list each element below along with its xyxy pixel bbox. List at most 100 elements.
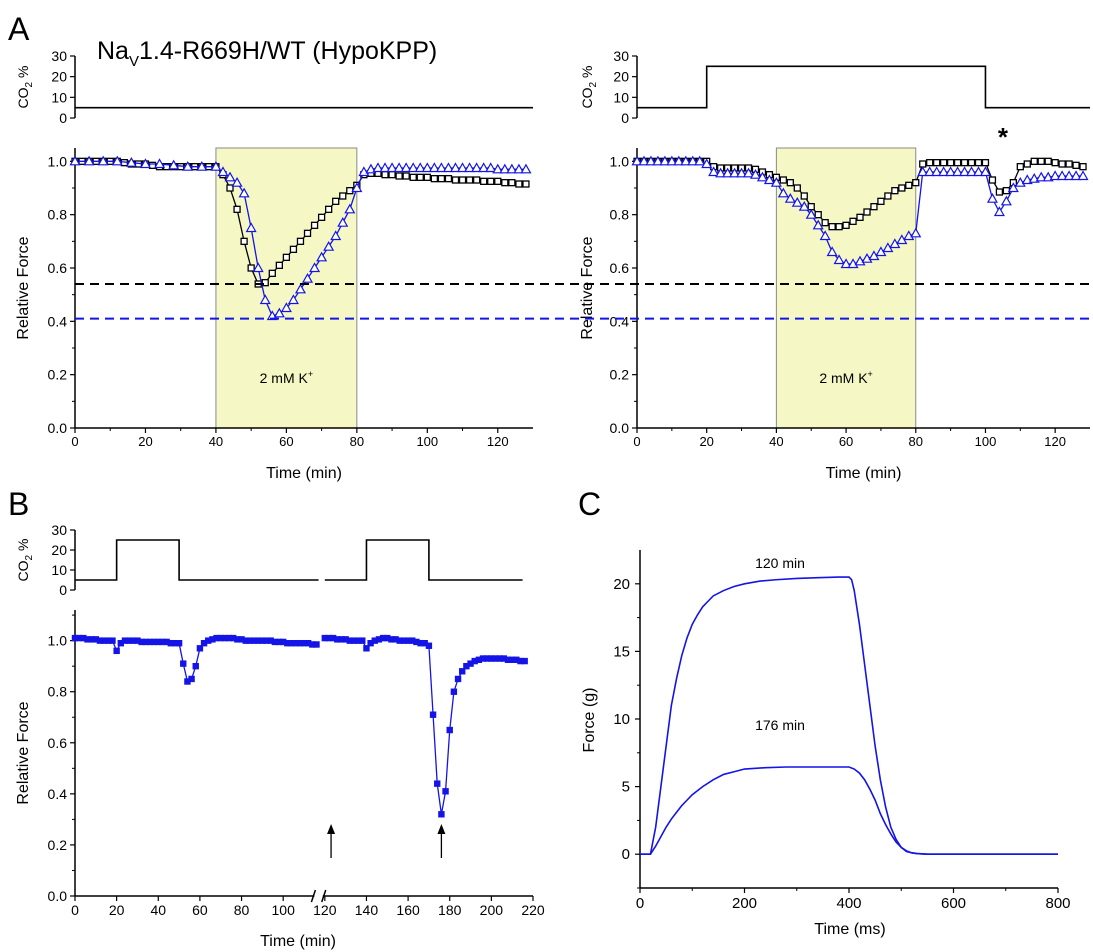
- data-point: [434, 780, 441, 787]
- data-point: [430, 175, 439, 183]
- x-tick-label: 40: [150, 902, 166, 918]
- data-point: [438, 811, 445, 818]
- data-point: [255, 637, 262, 644]
- data-point: [296, 639, 304, 647]
- co2-trace: [637, 65, 1090, 109]
- data-point: [292, 639, 299, 647]
- co2-y-tick-label: 30: [51, 48, 67, 64]
- low-potassium-label: 2 mM K+: [819, 369, 873, 386]
- data-point: [100, 637, 108, 644]
- data-point: [404, 637, 412, 644]
- data-point: [478, 162, 490, 173]
- data-point: [471, 162, 483, 173]
- data-point: [924, 166, 936, 177]
- data-point: [437, 175, 446, 183]
- data-point: [779, 176, 788, 184]
- data-point: [288, 639, 295, 647]
- x-tick-label: 200: [732, 895, 757, 912]
- co2-y-tick-label: 20: [613, 69, 629, 85]
- data-point: [111, 155, 123, 166]
- data-point: [500, 655, 508, 662]
- y-tick-label: 10: [613, 711, 630, 728]
- y-tick-label: 20: [613, 576, 630, 593]
- data-point: [807, 203, 815, 211]
- data-point: [231, 176, 243, 187]
- data-point: [459, 668, 466, 675]
- data-point: [379, 634, 387, 642]
- force-trace-0: [640, 576, 1058, 856]
- data-point: [242, 637, 249, 644]
- data-point: [479, 655, 487, 662]
- panel-b: 0 10 20 30 CO2 % 0 20 40 60 80 100 120 140 160 180 200 2…: [15, 522, 545, 950]
- data-point: [367, 639, 374, 647]
- data-point: [414, 162, 426, 173]
- data-point: [429, 711, 437, 718]
- y-tick-label: 1.0: [610, 153, 630, 169]
- data-point: [917, 166, 929, 177]
- x-tick-label: 600: [941, 895, 966, 912]
- data-point: [238, 187, 250, 198]
- data-point: [487, 177, 495, 185]
- data-point: [97, 155, 109, 166]
- data-point: [812, 219, 824, 230]
- data-point: [967, 159, 976, 167]
- data-point: [821, 219, 829, 227]
- data-point: [898, 184, 906, 192]
- data-point: [854, 255, 866, 266]
- y-tick-label: 0.6: [610, 260, 630, 276]
- data-point: [1000, 195, 1012, 206]
- title-main: Na: [97, 37, 129, 65]
- data-point: [155, 638, 162, 646]
- data-point: [282, 253, 291, 261]
- low-potassium-region: [775, 147, 917, 429]
- force-trace-1: [640, 766, 1058, 856]
- data-point: [513, 163, 525, 174]
- data-point: [316, 251, 328, 262]
- y-tick-label: 15: [613, 643, 630, 660]
- data-point: [729, 167, 741, 178]
- data-point: [210, 160, 222, 171]
- co2-y-tick-label: 20: [51, 542, 67, 558]
- data-point: [139, 158, 151, 169]
- co2-y-tick-label: 30: [51, 522, 67, 538]
- data-point: [363, 645, 370, 652]
- data-point: [933, 159, 941, 167]
- x-tick-label: 120: [313, 902, 337, 918]
- arrow-head-0: [327, 824, 336, 834]
- data-point: [163, 638, 170, 646]
- data-point: [240, 237, 248, 245]
- data-point: [687, 155, 699, 166]
- x-tick-label: 100: [975, 434, 997, 449]
- data-point: [863, 208, 871, 216]
- data-point: [938, 166, 950, 177]
- data-point: [359, 637, 366, 644]
- y-tick-label: 0.2: [48, 367, 68, 383]
- data-point: [200, 639, 208, 647]
- co2-axis-label: CO2 %: [579, 66, 599, 109]
- y-tick-label: 0.4: [48, 313, 68, 329]
- data-point: [379, 162, 391, 173]
- data-point: [1049, 170, 1061, 181]
- data-point: [134, 637, 141, 644]
- data-point: [268, 269, 276, 277]
- data-point: [488, 655, 495, 662]
- data-point: [287, 294, 299, 305]
- data-point: [501, 179, 509, 187]
- data-point: [339, 192, 347, 200]
- y-tick-label: 0.6: [48, 260, 68, 276]
- data-point: [233, 205, 241, 213]
- data-point: [513, 656, 520, 663]
- data-point: [1077, 170, 1089, 181]
- data-point: [798, 200, 810, 211]
- data-point: [496, 655, 503, 662]
- data-point: [80, 634, 87, 642]
- data-point: [252, 262, 264, 273]
- data-point: [109, 637, 116, 644]
- trace-label-0: 120 min: [755, 555, 805, 571]
- x-tick-label: 40: [769, 434, 783, 449]
- data-point: [926, 159, 934, 167]
- data-point: [442, 162, 454, 173]
- data-point: [358, 166, 370, 177]
- data-point: [1014, 176, 1026, 187]
- x-tick-label: 0: [71, 434, 78, 449]
